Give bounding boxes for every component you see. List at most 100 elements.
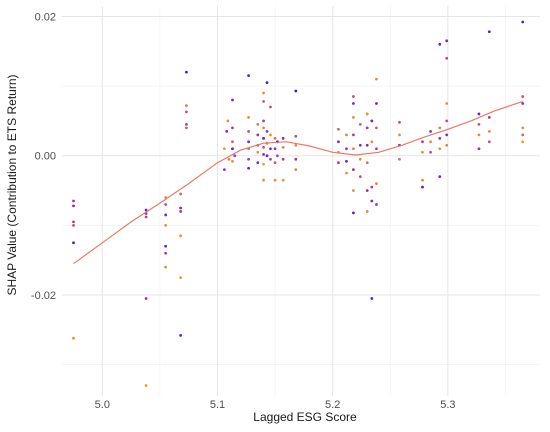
data-point: [352, 168, 355, 172]
data-point: [429, 150, 432, 154]
data-point: [179, 334, 183, 337]
data-point: [226, 119, 230, 123]
minor-gridlines: [62, 6, 540, 396]
data-point: [281, 178, 285, 182]
data-point: [262, 162, 265, 166]
data-point: [352, 102, 355, 105]
data-point: [269, 157, 272, 161]
data-point: [262, 178, 265, 182]
data-point: [273, 147, 277, 151]
data-point: [345, 171, 348, 175]
trend-line: [73, 100, 523, 265]
data-point: [294, 89, 298, 93]
data-point: [179, 234, 183, 238]
data-point: [72, 223, 75, 227]
data-point: [345, 133, 348, 137]
data-point: [365, 210, 369, 213]
data-point: [225, 129, 229, 133]
data-point: [421, 185, 424, 189]
data-point: [438, 175, 442, 179]
data-point: [262, 145, 265, 149]
data-point: [370, 140, 374, 144]
data-point: [375, 182, 378, 185]
data-point: [294, 143, 298, 147]
data-point: [262, 119, 265, 123]
y-axis-ticks: -0.02 0.00 0.02: [31, 11, 56, 302]
data-point: [164, 244, 168, 248]
data-point: [184, 126, 188, 130]
data-point: [256, 122, 260, 126]
data-point: [337, 140, 340, 144]
data-point: [438, 126, 442, 130]
data-point: [72, 204, 75, 208]
data-point: [231, 147, 234, 151]
data-point: [352, 211, 355, 215]
data-point: [233, 154, 237, 158]
data-point: [273, 136, 277, 140]
data-point: [184, 70, 188, 74]
data-point: [429, 129, 432, 133]
data-point: [275, 154, 279, 158]
data-point: [231, 98, 234, 102]
data-point: [352, 133, 355, 137]
data-point: [358, 175, 362, 179]
data-point: [438, 147, 442, 151]
data-point: [398, 133, 401, 137]
data-point: [352, 116, 355, 119]
y-tick-label: 0.02: [35, 11, 56, 23]
data-point: [358, 157, 362, 161]
data-point: [375, 147, 378, 151]
data-point: [72, 220, 75, 224]
data-point: [487, 116, 491, 119]
data-point: [477, 133, 481, 137]
data-point: [421, 150, 424, 154]
data-point: [521, 20, 525, 24]
data-point: [179, 210, 183, 213]
data-point: [398, 157, 401, 161]
data-point: [438, 136, 442, 140]
data-point: [477, 147, 481, 151]
data-point: [256, 161, 260, 165]
data-point: [521, 133, 525, 137]
data-point: [375, 77, 378, 81]
data-point: [487, 140, 491, 144]
data-point: [144, 384, 148, 387]
data-point: [445, 39, 449, 43]
data-point: [521, 102, 525, 105]
data-point: [231, 140, 234, 144]
data-point: [370, 297, 374, 300]
data-point: [72, 336, 75, 340]
data-point: [223, 147, 226, 151]
data-point: [365, 189, 369, 192]
data-point: [273, 161, 277, 165]
data-point: [256, 150, 260, 154]
data-point: [265, 154, 269, 158]
data-point: [144, 208, 148, 212]
data-point: [445, 133, 449, 137]
data-point: [281, 145, 285, 149]
data-point: [269, 147, 272, 151]
data-point: [358, 122, 362, 126]
data-point: [281, 157, 285, 161]
data-point: [445, 102, 449, 105]
data-point: [262, 152, 265, 156]
data-point: [487, 30, 491, 34]
data-point: [281, 136, 285, 140]
data-point: [421, 178, 424, 182]
data-point: [337, 127, 340, 131]
data-point: [358, 143, 362, 147]
data-point: [247, 140, 250, 144]
data-point: [144, 215, 148, 219]
data-point: [477, 122, 481, 126]
data-point: [262, 126, 265, 130]
data-point: [164, 203, 168, 206]
data-point: [445, 119, 449, 123]
data-point: [429, 140, 432, 144]
x-tick-label: 5.1: [210, 399, 225, 411]
data-point: [398, 120, 401, 124]
data-point: [487, 129, 491, 133]
y-tick-label: -0.02: [31, 290, 56, 302]
data-point: [421, 140, 424, 144]
